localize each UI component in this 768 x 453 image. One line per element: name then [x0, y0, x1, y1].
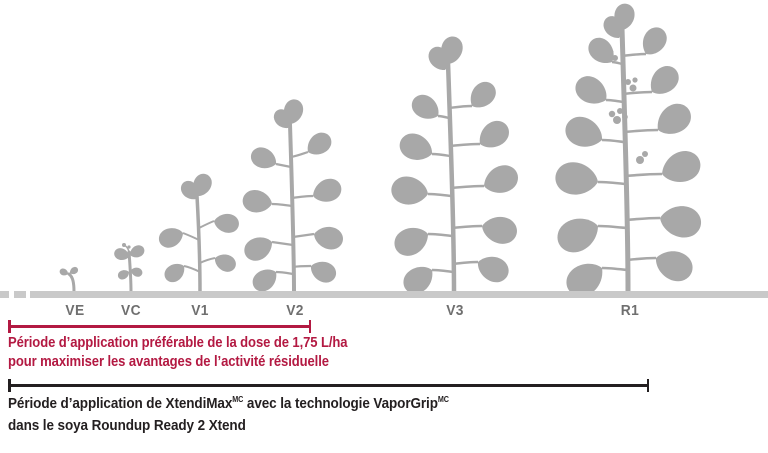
plant-r1 — [552, 1, 705, 292]
plant-v2 — [240, 96, 347, 292]
plants-illustration — [58, 1, 705, 292]
stage-label-vc: VC — [121, 303, 141, 319]
stage-label-v2: V2 — [286, 303, 304, 319]
bracket-line — [8, 384, 649, 387]
full-period-line1: Période d’application de XtendiMaxMC ave… — [8, 393, 449, 415]
preferred-period-line1: Période d’application préférable de la d… — [8, 335, 348, 351]
flower-clusters — [608, 49, 648, 164]
trademark-superscript: MC — [232, 395, 244, 404]
preferred-period-bracket — [8, 320, 311, 333]
plant-v1 — [156, 170, 242, 292]
timeline-bar-dash — [14, 291, 26, 298]
preferred-period-line2: pour maximiser les avantages de l’activi… — [8, 354, 329, 370]
timeline-bar-dash — [0, 291, 9, 298]
plant-v3 — [388, 33, 522, 292]
bracket-line — [8, 325, 311, 328]
stage-label-r1: R1 — [620, 303, 640, 319]
stage-label-ve: VE — [65, 303, 85, 319]
full-period-line1-part1: Période d’application de XtendiMax — [8, 395, 233, 412]
full-period-line1-part2: avec la technologie VaporGrip — [243, 395, 438, 412]
bracket-right-tick — [308, 320, 311, 333]
bracket-right-tick — [646, 379, 649, 392]
preferred-period-text: Période d’application préférable de la d… — [8, 334, 348, 372]
plant-vc — [112, 243, 147, 292]
full-period-text: Période d’application de XtendiMaxMC ave… — [8, 393, 449, 437]
plant-ve — [58, 265, 80, 292]
full-period-line2: dans le soya Roundup Ready 2 Xtend — [8, 417, 246, 434]
trademark-superscript: MC — [437, 395, 449, 404]
stage-label-v1: V1 — [191, 303, 209, 319]
full-period-bracket — [8, 379, 649, 392]
timeline-bar — [30, 291, 768, 298]
stage-label-v3: V3 — [446, 303, 464, 319]
